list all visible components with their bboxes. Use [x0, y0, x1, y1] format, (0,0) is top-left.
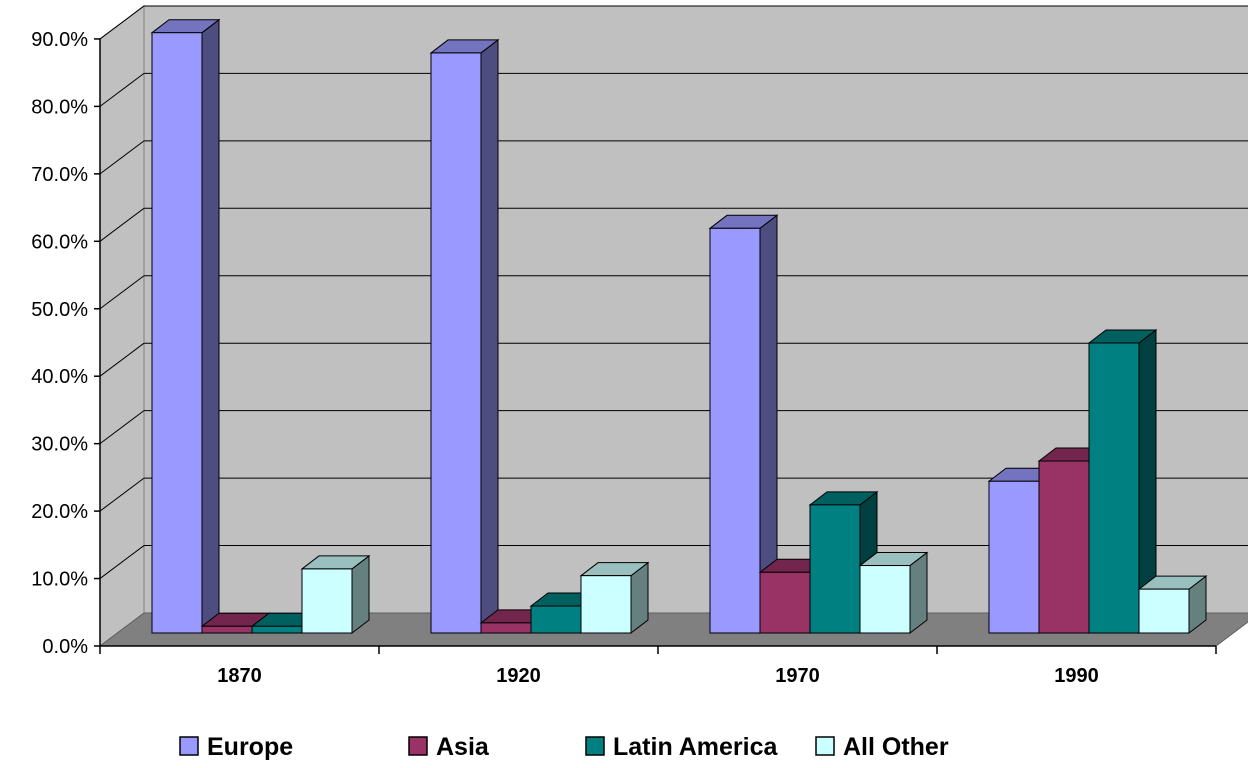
gridline-side: [99, 73, 145, 107]
y-tick-label: 50.0%: [31, 299, 88, 321]
bar-front: [709, 227, 761, 634]
plot-background: [98, 5, 1248, 647]
bar-front: [430, 52, 482, 634]
legend-item: Latin America: [585, 733, 779, 761]
gridline-side: [99, 477, 145, 512]
legend-label: Europe: [207, 733, 293, 761]
bar: [858, 551, 929, 635]
bar: [150, 18, 221, 635]
gridline-side: [99, 275, 145, 310]
bar-front: [251, 625, 303, 634]
gridline-side: [99, 410, 145, 445]
legend-item: Asia: [408, 733, 490, 761]
legend-swatch: [815, 736, 835, 756]
y-tick-label: 30.0%: [31, 434, 88, 456]
bar: [300, 554, 371, 635]
y-tick-label: 20.0%: [31, 501, 88, 523]
bar: [429, 38, 500, 635]
bar-side: [201, 18, 220, 635]
bar-front: [201, 625, 253, 634]
y-tick-label: 70.0%: [31, 164, 88, 186]
gridline-side: [99, 140, 145, 175]
gridline-side: [99, 5, 145, 40]
bar: [708, 214, 779, 635]
bar-front: [530, 605, 582, 634]
y-tick-label: 10.0%: [31, 569, 88, 591]
y-tick-label: 80.0%: [31, 96, 88, 118]
bar: [579, 561, 650, 635]
bar: [1087, 328, 1158, 635]
legend-swatch: [408, 736, 428, 756]
gridline-side: [99, 545, 145, 579]
bar: [1137, 575, 1208, 635]
legend-swatch: [179, 736, 199, 756]
y-tick-label: 0.0%: [42, 636, 88, 658]
bar-front: [301, 568, 353, 634]
gridline-side: [99, 342, 145, 377]
x-tick-label: 1870: [217, 665, 262, 687]
bar-side: [909, 551, 928, 635]
bars: [150, 18, 1208, 635]
bar-front: [759, 571, 811, 634]
legend-item: Europe: [179, 733, 293, 761]
legend-swatch: [585, 736, 605, 756]
x-tick-label: 1990: [1054, 665, 1099, 687]
bar-front: [151, 32, 203, 634]
y-tick-label: 90.0%: [31, 29, 88, 51]
bar-front: [480, 622, 532, 634]
bar-front: [809, 504, 861, 634]
legend-label: Latin America: [613, 733, 779, 761]
bar-front: [1088, 342, 1140, 634]
y-tick-label: 60.0%: [31, 231, 88, 253]
bar-front: [859, 565, 911, 634]
bar-front: [988, 480, 1040, 634]
bar-side: [480, 38, 499, 635]
bar-front: [1038, 460, 1090, 634]
legend-label: All Other: [843, 733, 949, 761]
bar-front: [1138, 588, 1190, 634]
y-tick-label: 40.0%: [31, 366, 88, 388]
x-tick-label: 1970: [775, 665, 820, 687]
x-tick-label: 1920: [496, 665, 541, 687]
legend-item: All Other: [815, 733, 949, 761]
bar-front: [580, 575, 632, 634]
gridline-side: [99, 207, 145, 242]
axes: 0.0% 10.0% 20.0% 30.0% 40.0% 50.0% 60.0% 70.0% 8…: [31, 29, 1217, 687]
legend: Europe Asia Latin America All Other: [179, 733, 949, 761]
legend-label: Asia: [436, 733, 490, 761]
